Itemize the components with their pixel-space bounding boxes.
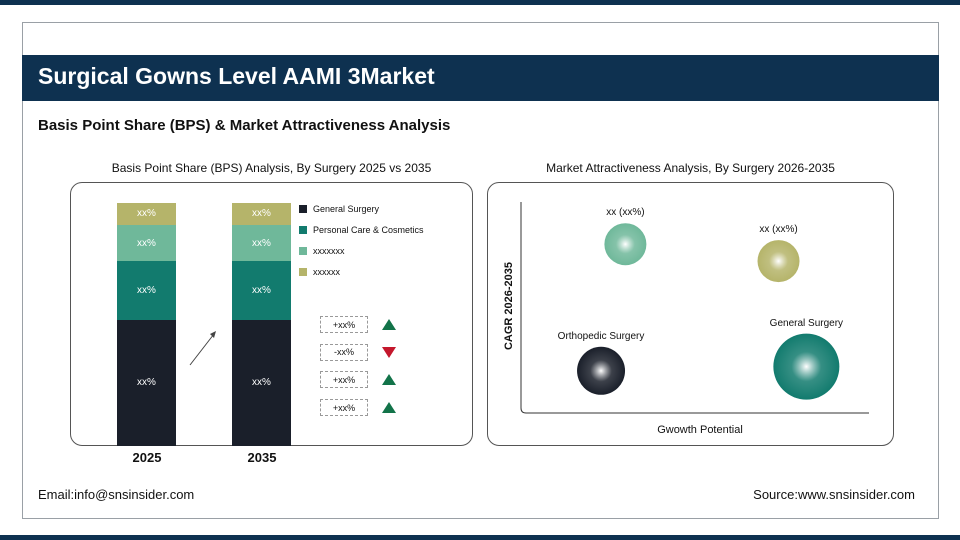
x-tick-2025: 2025	[132, 450, 162, 465]
bar-segment: xx%	[232, 319, 291, 446]
legend-label: General Surgery	[313, 204, 380, 214]
triangle-down-icon	[382, 346, 396, 358]
bar-segment: xx%	[232, 261, 291, 320]
attractiveness-chart-panel	[487, 182, 894, 446]
bar-segment: xx%	[232, 224, 291, 262]
change-box: -xx%	[320, 343, 368, 361]
bubble-label: General Surgery	[769, 317, 844, 329]
legend-label: Personal Care & Cosmetics	[313, 225, 424, 235]
legend-swatch	[299, 205, 307, 213]
bubble-label: xx (xx%)	[759, 224, 798, 236]
title-bar	[22, 55, 939, 101]
triangle-up-icon	[382, 374, 396, 386]
y-axis-label: CAGR 2026-2035	[503, 261, 515, 351]
bar-segment: xx%	[117, 203, 176, 225]
bubble	[773, 333, 840, 400]
triangle-up-icon	[382, 319, 396, 330]
axes	[520, 202, 869, 414]
bar-segment: xx%	[232, 203, 291, 225]
change-box: +xx%	[320, 316, 368, 333]
triangle-up-icon	[382, 402, 396, 414]
bottom-strip	[0, 535, 960, 540]
legend-swatch	[299, 247, 307, 255]
bubble	[757, 240, 800, 283]
legend-label: xxxxxxx	[313, 246, 345, 256]
footer-email: Email:info@snsinsider.com	[38, 487, 195, 502]
bar-segment: xx%	[117, 224, 176, 262]
page-subtitle: Basis Point Share (BPS) & Market Attract…	[38, 117, 451, 134]
bps-chart-title: Basis Point Share (BPS) Analysis, By Sur…	[111, 161, 432, 175]
legend-item: Personal Care & Cosmetics	[299, 225, 424, 235]
bar-2025: xx% xx% xx% xx%	[117, 203, 176, 446]
legend-label: xxxxxx	[313, 267, 340, 277]
x-tick-2035: 2035	[247, 450, 277, 465]
top-strip	[0, 0, 960, 5]
footer-source: Source:www.snsinsider.com	[753, 487, 915, 502]
bar-segment: xx%	[117, 319, 176, 446]
change-box: +xx%	[320, 371, 368, 389]
legend-item: General Surgery	[299, 204, 379, 214]
bubble-label: Orthopedic Surgery	[557, 330, 645, 342]
bubble	[604, 223, 647, 266]
growth-arrow-icon	[189, 331, 216, 366]
legend-swatch	[299, 226, 307, 234]
legend-item: xxxxxxx	[299, 246, 345, 256]
bubble-chart	[520, 202, 869, 414]
page-title: Surgical Gowns Level AAMI 3Market	[38, 63, 435, 89]
bar-2035: xx% xx% xx% xx%	[232, 203, 291, 446]
frame	[22, 22, 939, 519]
x-axis-label: Gwowth Potential	[657, 424, 743, 436]
bar-segment: xx%	[117, 261, 176, 320]
change-box: +xx%	[320, 399, 368, 417]
legend-swatch	[299, 268, 307, 276]
attractiveness-chart-title: Market Attractiveness Analysis, By Surge…	[546, 161, 835, 175]
bubble-label: xx (xx%)	[606, 207, 645, 219]
bubble	[577, 346, 626, 395]
legend-item: xxxxxx	[299, 267, 340, 277]
